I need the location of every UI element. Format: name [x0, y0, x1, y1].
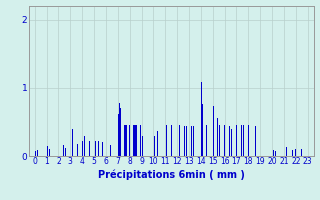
- Bar: [129, 125, 130, 156]
- Bar: [241, 125, 242, 156]
- Bar: [213, 106, 214, 156]
- Bar: [181, 126, 182, 156]
- Bar: [118, 114, 119, 156]
- Bar: [125, 125, 126, 156]
- Bar: [308, 151, 309, 156]
- Bar: [238, 125, 239, 156]
- Bar: [243, 125, 244, 156]
- Bar: [126, 125, 127, 156]
- Bar: [295, 148, 296, 156]
- Bar: [35, 151, 36, 156]
- Bar: [110, 145, 111, 156]
- Bar: [298, 147, 299, 156]
- Bar: [77, 144, 78, 156]
- Bar: [95, 141, 96, 156]
- Bar: [49, 149, 50, 156]
- Bar: [107, 145, 108, 156]
- Bar: [248, 125, 249, 156]
- X-axis label: Précipitations 6min ( mm ): Précipitations 6min ( mm ): [98, 169, 244, 180]
- Bar: [224, 125, 225, 156]
- Bar: [157, 131, 158, 156]
- Bar: [191, 126, 192, 156]
- Bar: [139, 125, 140, 156]
- Bar: [201, 82, 202, 156]
- Bar: [275, 151, 276, 156]
- Bar: [140, 125, 141, 156]
- Bar: [234, 136, 235, 156]
- Bar: [134, 125, 135, 156]
- Bar: [301, 148, 302, 156]
- Bar: [37, 150, 38, 156]
- Bar: [186, 126, 187, 156]
- Bar: [60, 140, 61, 156]
- Bar: [273, 150, 274, 156]
- Bar: [166, 125, 167, 156]
- Bar: [229, 126, 230, 156]
- Bar: [65, 148, 66, 156]
- Bar: [177, 125, 178, 156]
- Bar: [231, 129, 232, 156]
- Bar: [135, 125, 136, 156]
- Bar: [179, 125, 180, 156]
- Bar: [142, 136, 143, 156]
- Bar: [217, 118, 218, 156]
- Bar: [89, 141, 90, 156]
- Bar: [184, 126, 185, 156]
- Bar: [255, 126, 256, 156]
- Bar: [119, 103, 120, 156]
- Bar: [75, 140, 76, 156]
- Bar: [219, 125, 220, 156]
- Bar: [124, 125, 125, 156]
- Bar: [120, 108, 121, 156]
- Bar: [84, 136, 85, 156]
- Bar: [193, 126, 194, 156]
- Bar: [59, 142, 60, 156]
- Bar: [72, 129, 73, 156]
- Bar: [202, 104, 203, 156]
- Bar: [102, 142, 103, 156]
- Bar: [286, 147, 287, 156]
- Bar: [154, 136, 155, 156]
- Bar: [123, 112, 124, 156]
- Bar: [236, 125, 237, 156]
- Bar: [63, 145, 64, 156]
- Bar: [136, 125, 137, 156]
